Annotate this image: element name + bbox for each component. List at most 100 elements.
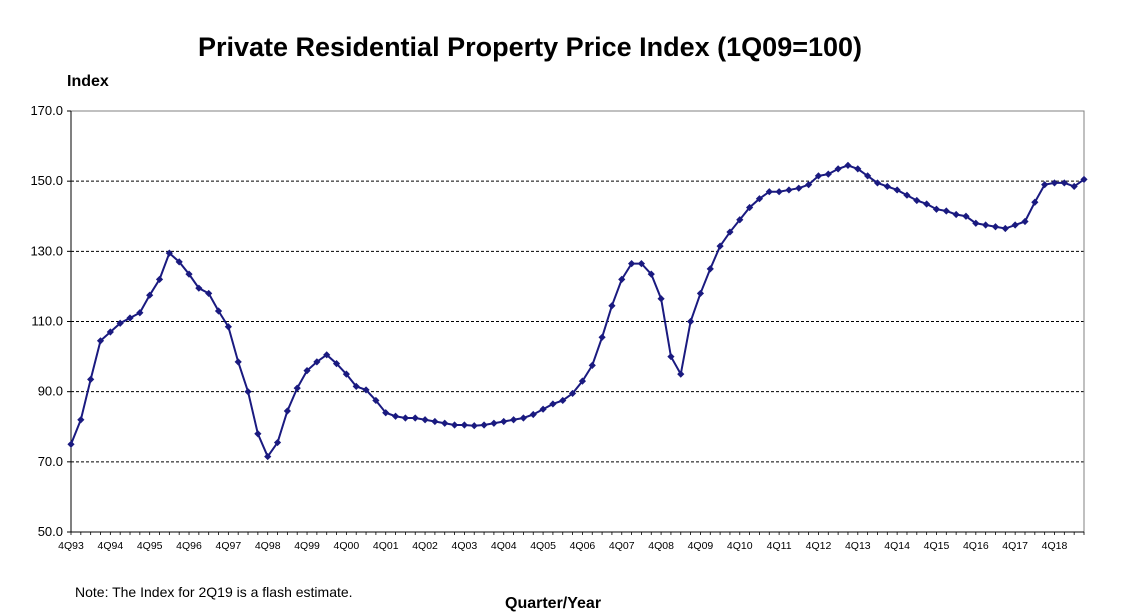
data-point-marker: [549, 400, 557, 408]
footnote: Note: The Index for 2Q19 is a flash esti…: [75, 584, 353, 600]
x-tick-label: 4Q05: [530, 540, 556, 552]
data-point-marker: [795, 184, 803, 192]
data-point-marker: [401, 414, 409, 422]
data-point-marker: [372, 396, 380, 405]
data-point-marker: [618, 275, 626, 283]
x-tick-label: 4Q09: [688, 540, 714, 552]
data-point-marker: [991, 223, 1000, 231]
data-point-marker: [864, 172, 872, 180]
data-point-marker: [598, 333, 606, 341]
y-axis-label: Index: [67, 73, 109, 90]
data-point-marker: [205, 289, 213, 298]
data-point-marker: [77, 416, 85, 424]
data-point-marker: [67, 440, 75, 448]
x-tick-label: 4Q13: [845, 540, 871, 552]
data-point-marker: [273, 438, 282, 447]
data-point-marker: [1070, 182, 1078, 191]
data-point-marker: [421, 416, 429, 424]
data-point-marker: [706, 265, 714, 273]
data-point-marker: [1001, 224, 1009, 233]
data-point-marker: [1031, 198, 1039, 206]
x-tick-label: 4Q11: [767, 540, 792, 552]
data-point-marker: [687, 317, 695, 326]
series-line: [70, 164, 1085, 459]
data-point-marker: [175, 258, 183, 266]
data-point-marker: [873, 179, 882, 187]
data-point-marker: [352, 382, 360, 391]
data-point-marker: [913, 196, 921, 205]
x-tick-label: 4Q14: [884, 540, 910, 552]
data-point-marker: [883, 182, 891, 191]
data-point-marker: [431, 417, 439, 426]
data-point-marker: [1080, 175, 1088, 184]
x-tick-label: 4Q03: [452, 540, 478, 552]
x-tick-label: 4Q08: [648, 540, 674, 552]
data-point-marker: [627, 260, 636, 268]
data-point-marker: [677, 370, 685, 378]
x-tick-label: 4Q18: [1042, 540, 1068, 552]
data-point-marker: [588, 361, 596, 369]
data-point-marker: [696, 289, 705, 298]
data-point-marker: [342, 370, 350, 378]
x-tick-label: 4Q12: [806, 540, 832, 552]
data-point-marker: [126, 314, 134, 322]
data-point-marker: [805, 181, 813, 189]
data-point-marker: [568, 389, 577, 398]
data-point-marker: [244, 388, 252, 396]
x-tick-label: 4Q98: [255, 540, 281, 552]
data-point-marker: [116, 319, 124, 327]
gridlines: [71, 110, 1084, 463]
data-point-marker: [332, 360, 341, 368]
data-point-marker: [234, 358, 242, 366]
data-point-marker: [667, 352, 675, 361]
x-tick-label: 4Q00: [334, 540, 360, 552]
x-tick-label: 4Q17: [1002, 540, 1028, 552]
y-tick-label: 110.0: [31, 314, 63, 329]
data-point-marker: [785, 186, 793, 194]
x-tick-label: 4Q93: [58, 540, 84, 552]
axes: [67, 110, 1085, 535]
data-point-marker: [1041, 181, 1049, 189]
data-point-marker: [647, 270, 655, 278]
data-point-marker: [254, 430, 262, 438]
data-point-marker: [87, 375, 95, 383]
chart-title: Private Residential Property Price Index…: [197, 32, 863, 62]
data-point-marker: [844, 161, 852, 169]
data-point-marker: [460, 421, 468, 429]
data-point-marker: [155, 275, 164, 283]
data-point-marker: [834, 165, 842, 173]
data-point-marker: [578, 377, 587, 385]
x-tick-label: 4Q99: [294, 540, 320, 552]
x-tick-label: 4Q15: [924, 540, 950, 552]
data-point-marker: [283, 407, 291, 415]
series-price-index: [67, 161, 1088, 461]
data-point-marker: [657, 295, 665, 303]
data-point-marker: [539, 405, 547, 413]
data-point-marker: [106, 328, 114, 336]
y-tick-label: 50.0: [38, 524, 63, 539]
data-point-marker: [755, 195, 764, 203]
data-point-marker: [932, 205, 941, 213]
data-point-marker: [214, 307, 223, 315]
data-point-marker: [293, 384, 301, 392]
data-point-marker: [313, 358, 321, 366]
data-point-marker: [726, 228, 734, 236]
data-point-marker: [942, 207, 950, 215]
x-tick-label: 4Q01: [373, 540, 399, 552]
x-tick-label: 4Q16: [963, 540, 989, 552]
data-point-marker: [96, 337, 105, 345]
data-point-marker: [765, 188, 773, 196]
y-tick-label: 90.0: [38, 384, 63, 399]
x-axis-label: Quarter/Year: [505, 595, 602, 612]
data-point-marker: [146, 291, 154, 299]
data-point-marker: [519, 414, 528, 422]
data-point-marker: [1021, 217, 1029, 226]
y-tick-labels: 50.0 70.0 90.0 110.0 130.0 150.0 170.0: [30, 103, 63, 539]
data-point-marker: [323, 351, 331, 359]
data-point-marker: [382, 409, 390, 417]
data-point-marker: [303, 367, 311, 375]
data-point-marker: [637, 260, 646, 268]
x-tick-label: 4Q10: [727, 540, 753, 552]
x-tick-label: 4Q97: [216, 540, 242, 552]
x-tick-label: 4Q96: [176, 540, 202, 552]
